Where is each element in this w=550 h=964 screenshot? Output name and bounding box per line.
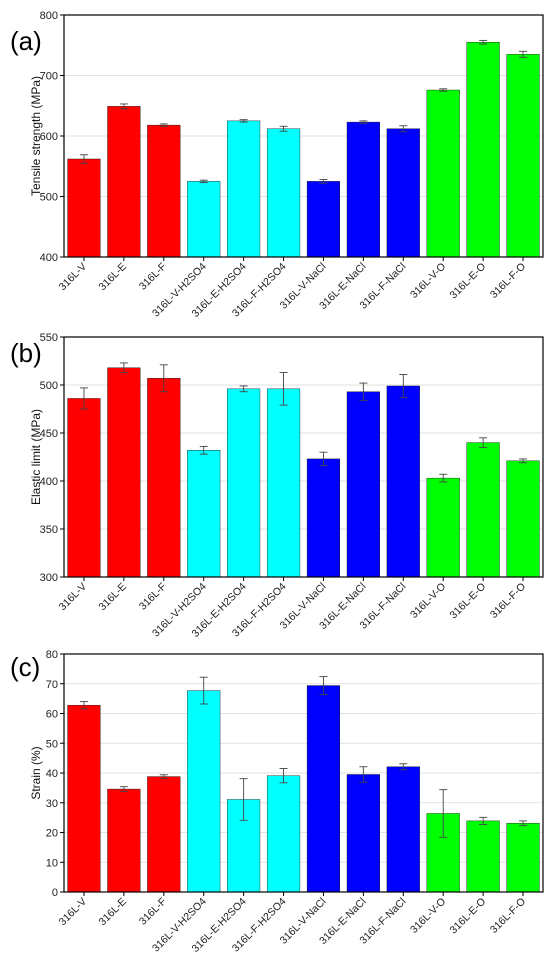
y-tick-label: 400 [40, 252, 58, 264]
bar [386, 128, 420, 258]
y-tick-label: 30 [46, 798, 58, 810]
bar [107, 106, 141, 258]
y-tick-label: 450 [40, 428, 58, 440]
x-tick-label: 316L-F [137, 896, 169, 928]
panel-label: (c) [10, 652, 40, 682]
chart-panel-3: 316L-V 316L-E 316L-F316L-V-H2SO4316L-E-H2S… [10, 649, 544, 955]
bar [466, 820, 500, 893]
bar [107, 788, 141, 893]
y-axis-label: Tensile strength (MPa) [29, 76, 43, 196]
x-tick-label: 316L-V-O [408, 896, 448, 936]
x-tick-label: 316L-F [137, 581, 169, 613]
bar [147, 776, 181, 893]
bar [227, 388, 261, 578]
y-tick-label: 500 [40, 192, 58, 204]
x-tick-label: 316L-E [97, 896, 129, 928]
bar [187, 181, 221, 258]
x-tick-label: 316L-F-O [488, 261, 528, 301]
y-tick-label: 500 [40, 380, 58, 392]
bar [147, 378, 181, 578]
bar [426, 477, 460, 578]
y-axis-label: Strain (%) [29, 746, 43, 799]
y-tick-label: 70 [46, 679, 58, 691]
x-tick-label: 316L-F-O [488, 581, 528, 621]
chart-panel-2: 316L-V 316L-E 316L-F316L-V-H2SO4316L-E-H2S… [10, 332, 544, 640]
bar [506, 54, 540, 258]
y-tick-label: 10 [46, 857, 58, 869]
y-tick-label: 300 [40, 572, 58, 584]
y-tick-label: 0 [52, 887, 58, 899]
bar [187, 450, 221, 578]
x-tick-label: 316L-E-O [448, 896, 489, 937]
bar [266, 128, 301, 258]
x-tick-label: 316L-E-O [448, 581, 489, 622]
panel-label: (b) [10, 338, 42, 368]
x-tick-label: 316L-E [97, 581, 129, 613]
x-tick-label: 316L-V [57, 581, 89, 613]
y-tick-label: 600 [40, 131, 58, 143]
y-axis-label: Elastic limit (MPa) [29, 409, 43, 505]
plot-frame [63, 336, 544, 578]
x-tick-label: 316L-F-O [488, 896, 528, 936]
y-tick-label: 700 [40, 71, 58, 83]
y-tick-label: 50 [46, 738, 58, 750]
bar [506, 823, 540, 893]
bar [306, 458, 341, 578]
bar [107, 367, 141, 578]
bar [306, 181, 341, 258]
bar [386, 766, 420, 893]
x-tick-label: 316L-V [57, 896, 89, 928]
bar [187, 690, 221, 893]
bar [67, 704, 101, 893]
bar [67, 398, 101, 578]
x-tick-label: 316L-V [57, 261, 89, 293]
x-tick-label: 316L-V-O [408, 581, 448, 621]
bar [466, 42, 500, 258]
y-tick-label: 800 [40, 10, 58, 22]
y-tick-label: 350 [40, 524, 58, 536]
y-tick-label: 20 [46, 828, 58, 840]
bar [306, 685, 341, 893]
panel-label: (a) [10, 26, 42, 56]
bar [386, 385, 420, 578]
x-tick-label: 316L-E-O [448, 261, 489, 302]
y-tick-label: 40 [46, 768, 58, 780]
bar [466, 442, 500, 578]
y-tick-label: 400 [40, 476, 58, 488]
y-tick-label: 550 [40, 332, 58, 344]
x-tick-label: 316L-E [97, 261, 129, 293]
x-tick-label: 316L-F [137, 261, 169, 293]
bar [266, 388, 301, 578]
bar [147, 124, 181, 258]
y-tick-label: 80 [46, 649, 58, 661]
bar [227, 120, 261, 258]
bar [67, 158, 101, 258]
bar [346, 391, 380, 578]
bar [506, 460, 540, 578]
bar [346, 774, 380, 893]
chart-panel-1: 316L-V 316L-E 316L-F316L-V-H2SO4316L-E-H2S… [10, 10, 544, 320]
bar [346, 121, 380, 258]
y-tick-label: 60 [46, 709, 58, 721]
x-tick-label: 316L-V-O [408, 261, 448, 301]
bar [426, 89, 460, 258]
bar [266, 775, 301, 893]
